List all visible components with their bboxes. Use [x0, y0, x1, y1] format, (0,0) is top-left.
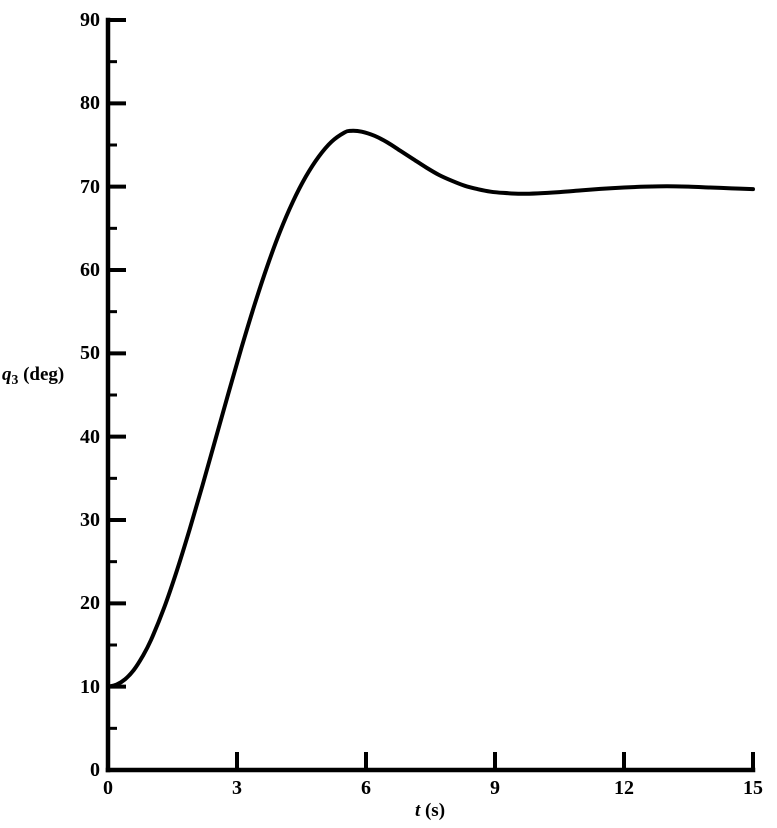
- axis-group: [105, 17, 756, 773]
- y-tick-label: 0: [90, 759, 100, 781]
- x-tick-label: 12: [614, 777, 634, 799]
- x-tick-label: 0: [103, 777, 113, 799]
- x-axis-ticks: [235, 752, 755, 770]
- x-axis-unit-text: (s): [424, 800, 446, 821]
- x-tick-label: 9: [490, 777, 500, 799]
- y-tick-label: 70: [80, 175, 100, 198]
- y-axis-variable: q: [2, 364, 12, 385]
- y-axis-title: q3 (deg): [2, 364, 64, 388]
- y-axis-ticks: [108, 18, 126, 772]
- y-tick-label: 90: [80, 9, 100, 31]
- y-tick-label: 60: [80, 259, 100, 281]
- y-tick-label: 80: [80, 92, 100, 115]
- y-axis-subscript: 3: [11, 371, 19, 387]
- x-tick-label: 3: [232, 777, 242, 799]
- y-tick-label: 40: [80, 425, 100, 448]
- y-tick-label: 30: [80, 509, 100, 531]
- y-tick-label: 10: [80, 675, 100, 698]
- data-line: [106, 128, 755, 689]
- x-axis-title: t (s): [415, 800, 445, 822]
- y-tick-label: 50: [80, 342, 100, 365]
- y-axis-unit-text: (deg): [23, 364, 65, 385]
- x-axis-variable: t: [414, 800, 421, 821]
- y-tick-label: 20: [80, 592, 100, 615]
- data-series-group: [106, 128, 755, 689]
- x-tick-label: 6: [361, 777, 371, 799]
- x-tick-label: 15: [743, 777, 763, 799]
